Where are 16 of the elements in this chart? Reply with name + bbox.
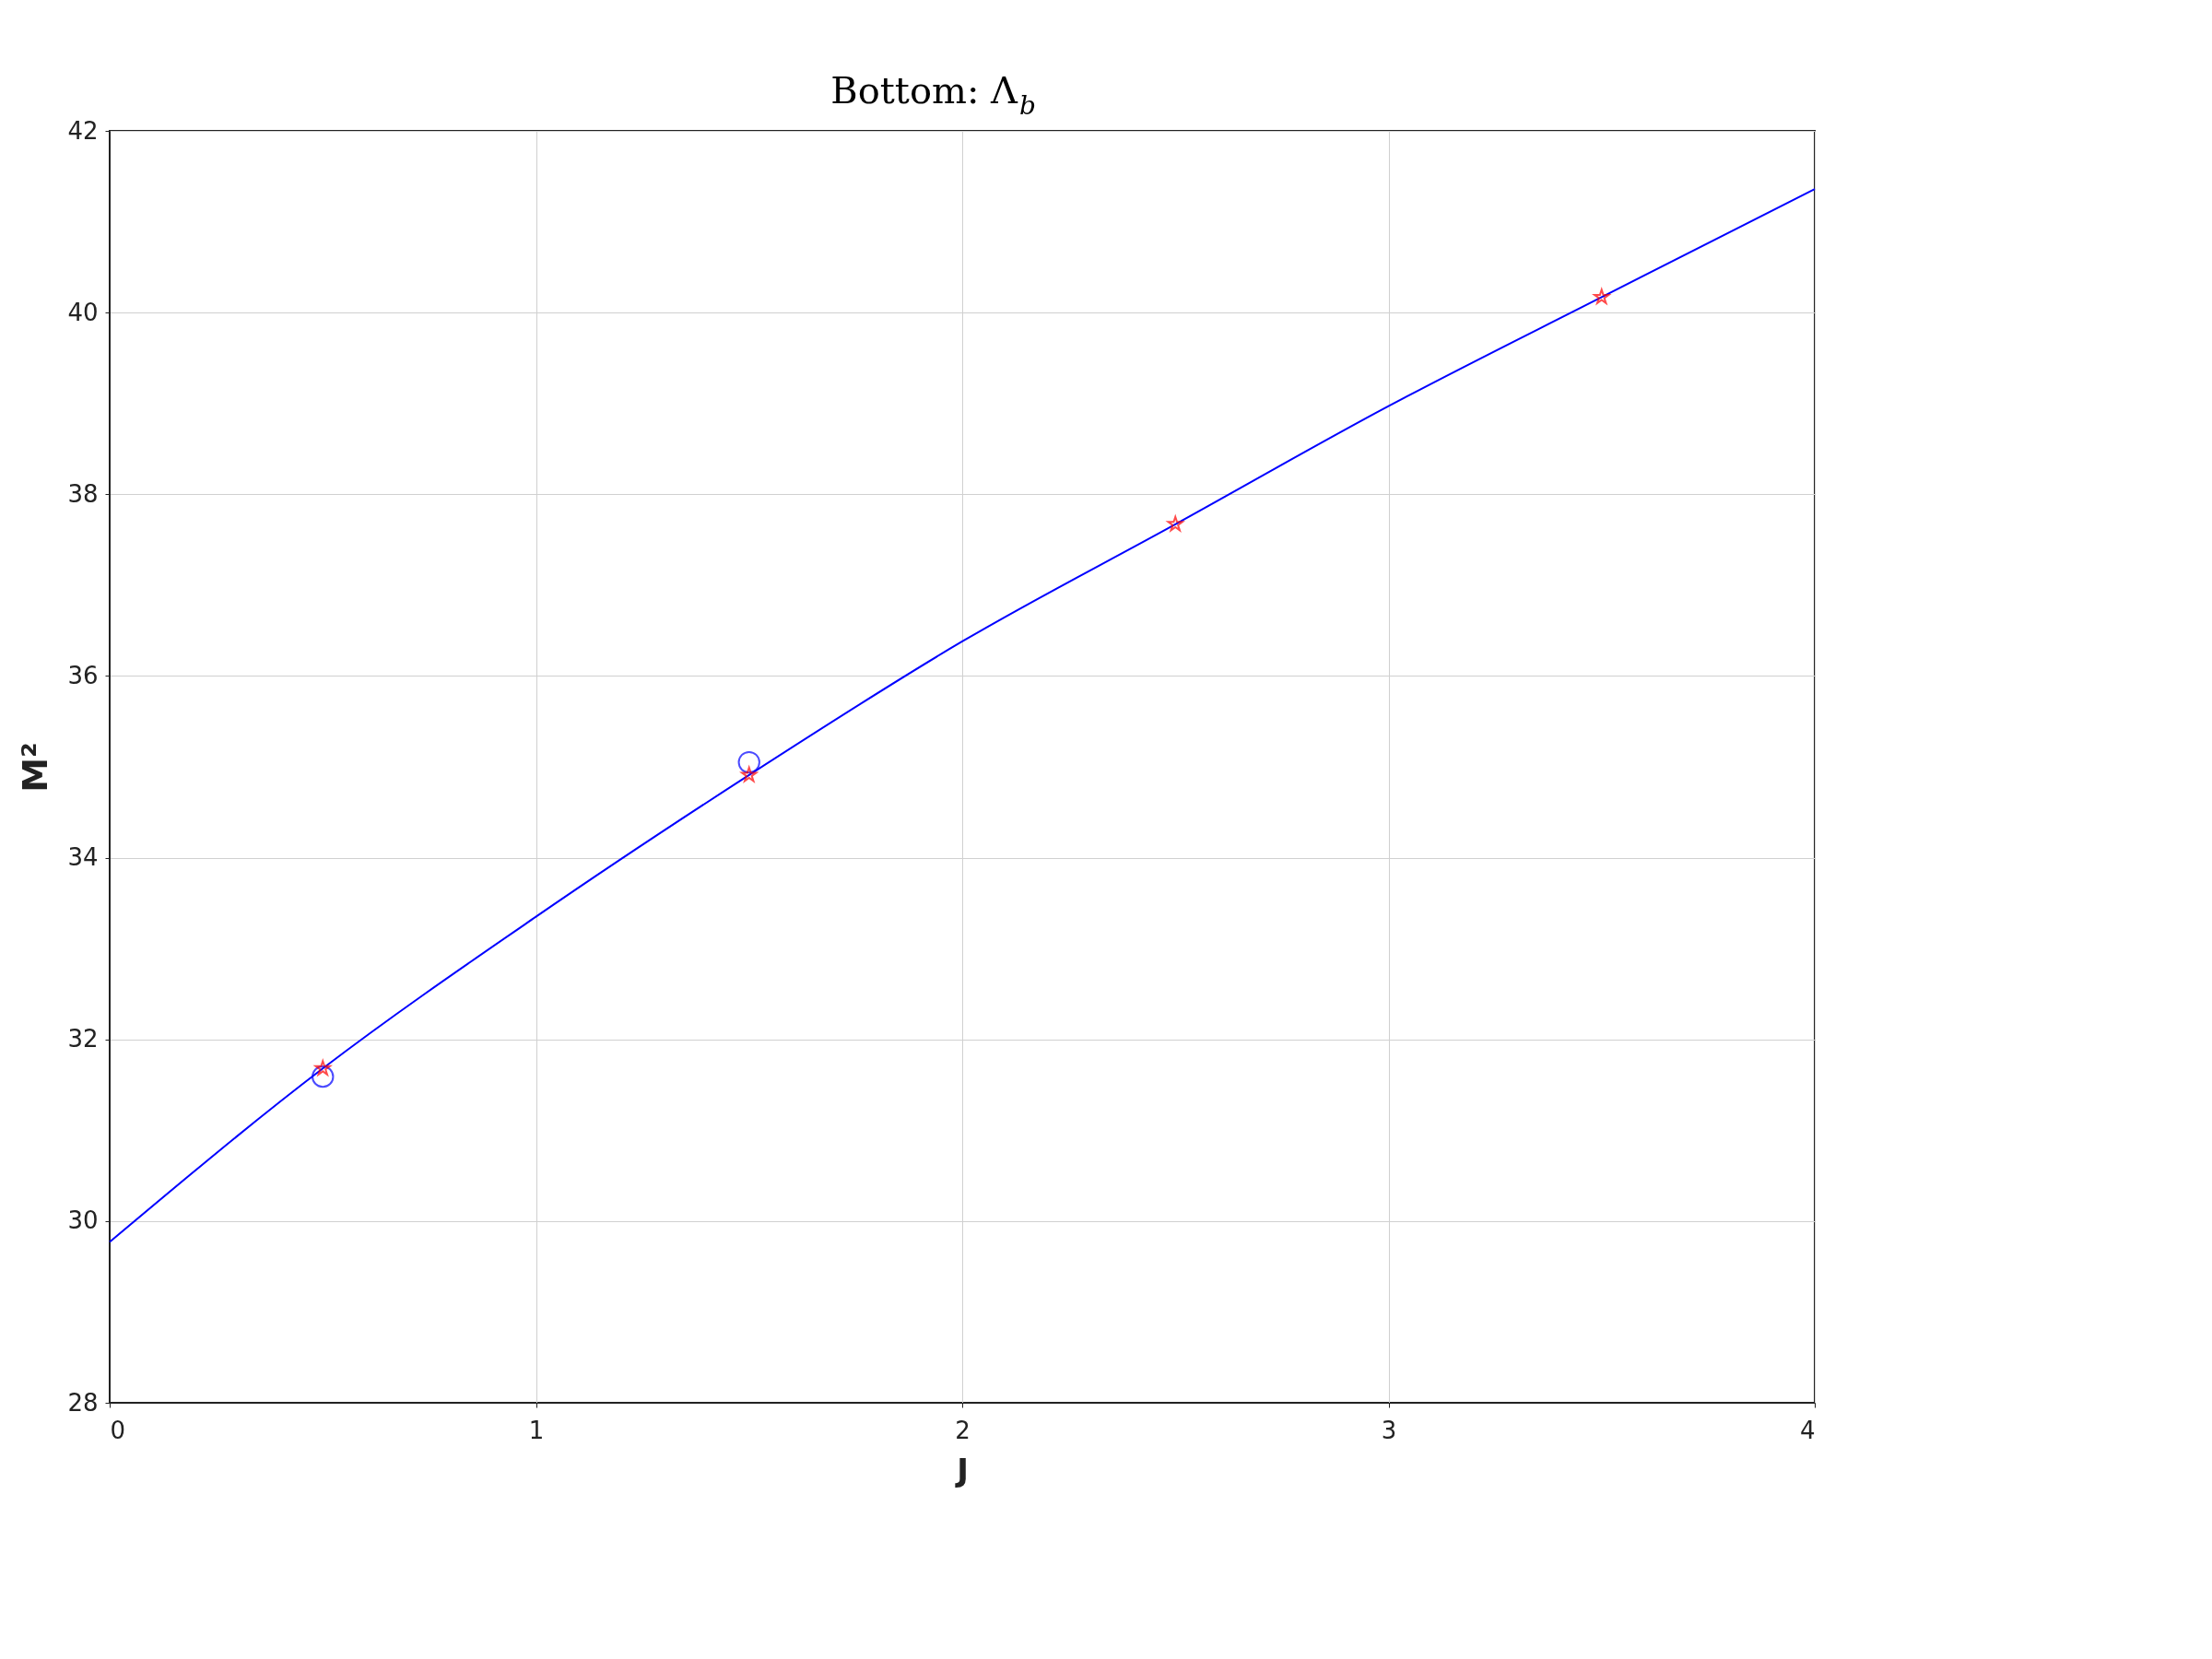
x-tick-label: 2: [955, 1416, 971, 1444]
line-series: [109, 188, 1816, 1243]
x-axis-title: J: [955, 1451, 969, 1488]
y-tick-label: 40: [67, 298, 99, 326]
x-tick-label: 1: [528, 1416, 545, 1444]
y-tick-label: 28: [67, 1388, 99, 1417]
x-tick-label: 3: [1381, 1416, 1397, 1444]
y-tick-label: 34: [67, 843, 99, 872]
y-tick-label: 42: [67, 116, 99, 145]
y-axis-title: M²: [15, 742, 56, 793]
y-tick-label: 30: [67, 1206, 99, 1235]
y-tick-label: 38: [67, 479, 99, 508]
x-tick-label: 4: [1799, 1416, 1816, 1444]
y-tick-label: 32: [67, 1025, 99, 1053]
y-tick-label: 36: [67, 661, 99, 689]
x-tick-label: 0: [110, 1416, 126, 1444]
